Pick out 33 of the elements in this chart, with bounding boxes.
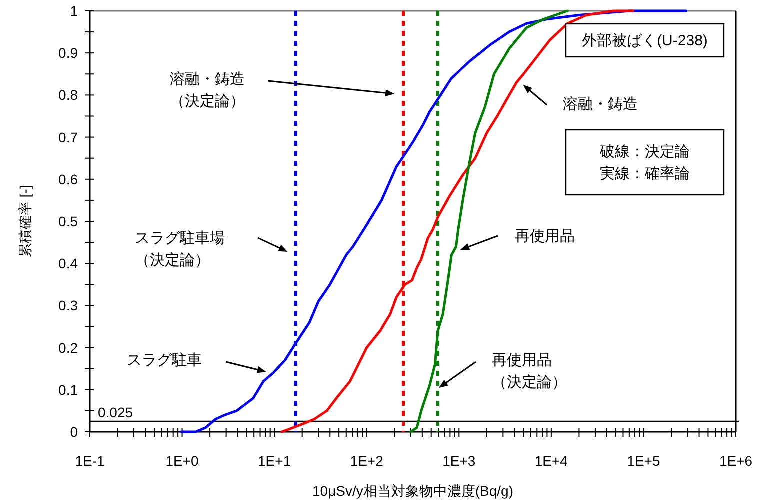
x-tick-label: 1E+0 bbox=[166, 453, 200, 469]
annotation: スラグ駐車場（決定論） bbox=[135, 230, 225, 269]
y-tick-label: 0.3 bbox=[58, 298, 78, 314]
y-tick-label: 1 bbox=[70, 3, 78, 19]
x-tick-label: 1E+6 bbox=[719, 453, 753, 469]
y-tick-label: 0.7 bbox=[58, 129, 78, 146]
annotation: 破線：決定論 bbox=[599, 144, 690, 160]
x-tick-label: 1E+3 bbox=[442, 453, 476, 469]
annotation: スラグ駐車 bbox=[127, 352, 202, 369]
annotation: 再使用品（決定論） bbox=[492, 352, 567, 391]
y-tick-label: 0.6 bbox=[58, 171, 78, 188]
y-axis-title: 累積確率 [-] bbox=[17, 185, 33, 258]
x-tick-label: 1E+1 bbox=[258, 453, 292, 469]
x-tick-label: 1E+5 bbox=[627, 453, 660, 469]
annotation: 再使用品 bbox=[515, 228, 575, 245]
y-tick-label: 0.5 bbox=[58, 214, 78, 230]
y-tick-label: 0 bbox=[70, 424, 78, 440]
x-axis-title: 10μSv/y相当対象物中濃度(Bq/g) bbox=[312, 483, 514, 499]
y-tick-label: 0.2 bbox=[58, 340, 78, 356]
ref-line-label: 0.025 bbox=[98, 404, 134, 420]
y-tick-label: 0.8 bbox=[58, 87, 78, 104]
y-tick-label: 0.4 bbox=[58, 256, 78, 272]
annotation: 溶融・鋳造（決定論） bbox=[170, 71, 245, 110]
x-tick-label: 1E-1 bbox=[75, 453, 105, 469]
note-box: 外部被ばく(U-238) bbox=[565, 23, 725, 58]
x-tick-label: 1E+2 bbox=[350, 453, 384, 469]
note-box: 破線：決定論 実線：確率論 bbox=[565, 129, 725, 196]
annotation: 実線：確率論 bbox=[600, 166, 690, 182]
annotation: 外部被ばく(U-238) bbox=[582, 32, 708, 50]
x-tick-label: 1E+4 bbox=[534, 453, 568, 469]
y-tick-label: 0.9 bbox=[58, 45, 78, 62]
y-tick-label: 0.1 bbox=[58, 382, 78, 398]
annotation: 溶融・鋳造 bbox=[563, 96, 638, 113]
